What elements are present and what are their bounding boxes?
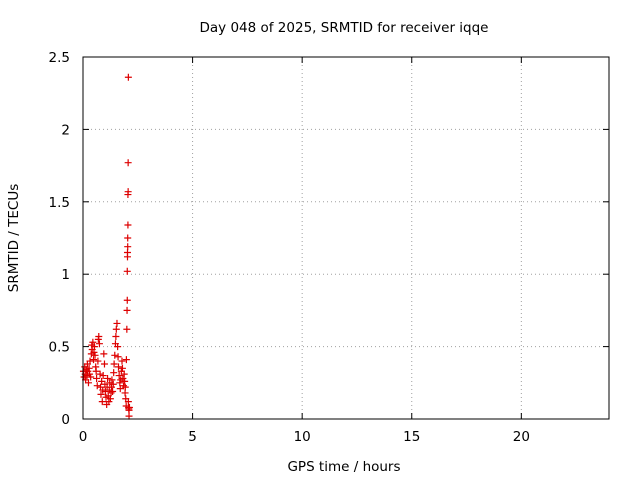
data-point bbox=[122, 402, 130, 410]
data-point bbox=[115, 363, 123, 371]
data-point bbox=[123, 296, 131, 304]
data-point bbox=[114, 343, 122, 351]
data-point bbox=[114, 353, 122, 361]
data-point bbox=[97, 390, 105, 398]
data-point bbox=[93, 374, 101, 382]
data-point bbox=[112, 325, 120, 333]
data-point bbox=[96, 370, 104, 378]
data-point bbox=[118, 364, 126, 372]
y-tick-label: 1.5 bbox=[49, 195, 70, 211]
data-point bbox=[121, 377, 129, 385]
data-point bbox=[95, 332, 103, 340]
data-point bbox=[120, 370, 128, 378]
data-point bbox=[91, 351, 99, 359]
data-point bbox=[106, 395, 114, 403]
x-tick-labels: 0 5 10 15 20 bbox=[79, 429, 530, 445]
data-point bbox=[110, 369, 118, 377]
data-point bbox=[125, 412, 133, 420]
data-point bbox=[89, 338, 97, 346]
data-point bbox=[94, 357, 102, 365]
data-point bbox=[95, 340, 103, 348]
y-tick-label: 0.5 bbox=[49, 340, 70, 356]
data-point bbox=[124, 159, 132, 167]
x-tick-label: 20 bbox=[513, 429, 530, 445]
data-point bbox=[121, 383, 129, 391]
data-point bbox=[111, 351, 119, 359]
y-tick-label: 2.5 bbox=[49, 50, 70, 66]
data-point bbox=[109, 387, 117, 395]
data-point bbox=[108, 376, 116, 384]
x-tick-label: 15 bbox=[403, 429, 420, 445]
chart-title: Day 048 of 2025, SRMTID for receiver iqq… bbox=[200, 20, 489, 36]
data-points bbox=[79, 73, 133, 420]
data-point bbox=[113, 319, 121, 327]
data-point bbox=[124, 188, 132, 196]
x-tick-label: 5 bbox=[188, 429, 197, 445]
grid-lines bbox=[83, 57, 609, 419]
plot-frame bbox=[82, 56, 610, 420]
data-point bbox=[115, 372, 123, 380]
data-point bbox=[100, 360, 108, 368]
x-tick-label: 10 bbox=[294, 429, 311, 445]
data-point bbox=[92, 367, 100, 375]
data-point bbox=[104, 374, 112, 382]
data-point bbox=[125, 403, 133, 411]
y-tick-label: 1 bbox=[61, 267, 70, 283]
data-point bbox=[90, 343, 98, 351]
data-point bbox=[112, 332, 120, 340]
data-point bbox=[98, 398, 106, 406]
data-point bbox=[124, 221, 132, 229]
data-point bbox=[123, 267, 131, 275]
data-point bbox=[123, 325, 131, 333]
data-point bbox=[124, 243, 132, 251]
x-tick-label: 0 bbox=[79, 429, 88, 445]
data-point bbox=[93, 382, 101, 390]
y-tick-label: 2 bbox=[61, 122, 70, 138]
data-point bbox=[100, 350, 108, 358]
y-axis-label: SRMTID / TECUs bbox=[6, 184, 22, 292]
data-point bbox=[99, 372, 107, 380]
data-point bbox=[84, 379, 92, 387]
data-point bbox=[109, 380, 117, 388]
y-tick-label: 0 bbox=[61, 412, 70, 428]
data-point bbox=[124, 73, 132, 81]
data-point bbox=[90, 356, 98, 364]
data-point bbox=[124, 234, 132, 242]
data-point bbox=[110, 360, 118, 368]
x-axis-label: GPS time / hours bbox=[287, 459, 400, 475]
data-point bbox=[86, 357, 94, 365]
data-point bbox=[101, 387, 109, 395]
data-point bbox=[87, 373, 95, 381]
data-point bbox=[122, 356, 130, 364]
data-point bbox=[123, 306, 131, 314]
y-tick-labels: 0 0.5 1 1.5 2 2.5 bbox=[49, 50, 70, 428]
data-point bbox=[118, 357, 126, 365]
